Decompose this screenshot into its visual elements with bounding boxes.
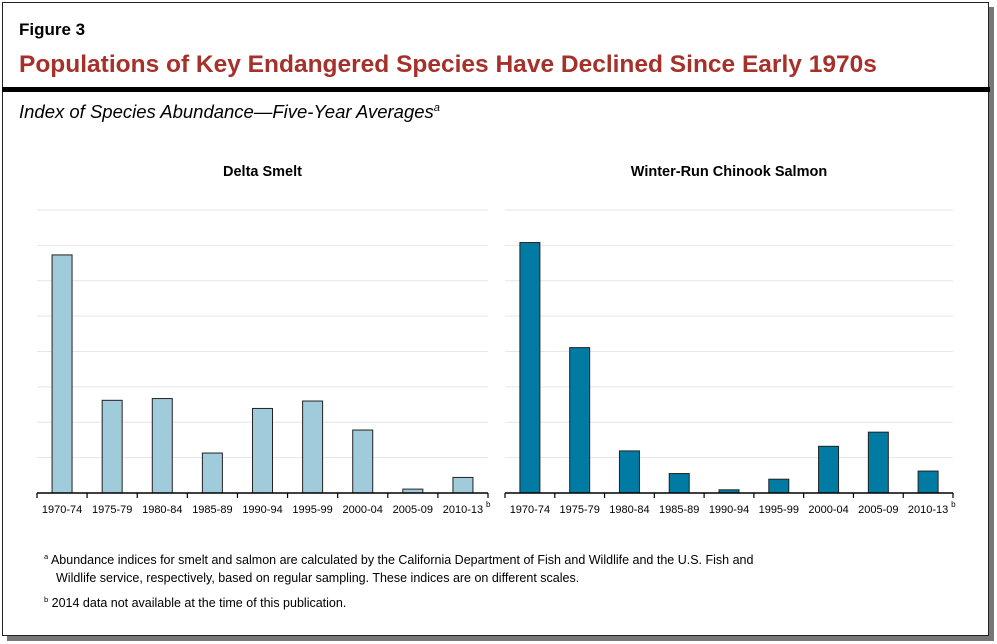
salmon-bar-1985-89: [668, 473, 690, 494]
smelt-x-tick-note: b: [486, 500, 491, 509]
smelt-bar-1975-79: [101, 399, 123, 494]
figure-frame: [2, 2, 989, 636]
salmon-bar-2000-04: [818, 445, 840, 494]
salmon-bar-1975-79: [569, 347, 591, 494]
smelt-x-tick-label: 1995-99: [292, 504, 332, 516]
salmon-bar-2005-09: [867, 431, 889, 494]
smelt-x-tick-label: 2010-13: [443, 504, 483, 516]
footnote-a-line1: Abundance indices for smelt and salmon a…: [50, 553, 754, 568]
smelt-bar-1995-99: [302, 400, 324, 494]
smelt-bar-1980-84: [151, 398, 173, 494]
smelt-bar-1990-94: [252, 407, 273, 494]
footnote-b-text: 2014 data not available at the time of t…: [51, 596, 347, 611]
salmon-x-tick-label: 1995-99: [759, 504, 799, 516]
smelt-bar-1985-89: [201, 452, 223, 494]
salmon-bar-1980-84: [618, 450, 640, 494]
figure-subtitle: Index of Species Abundance—Five-Year Ave…: [19, 101, 440, 123]
smelt-x-tick-label: 2005-09: [393, 504, 433, 516]
salmon-x-tick-note: b: [951, 500, 956, 509]
smelt-x-tick-label: 1975-79: [92, 504, 132, 516]
salmon-x-tick-label: 1970-74: [510, 504, 550, 516]
salmon-bar-1995-99: [768, 478, 790, 494]
smelt-x-tick-label: 1970-74: [42, 504, 82, 516]
footnote-b: b 2014 data not available at the time of…: [44, 591, 346, 612]
figure-label: Figure 3: [19, 20, 86, 39]
smelt-x-tick-label: 1990-94: [242, 504, 282, 516]
smelt-x-tick-label: 2000-04: [343, 504, 383, 516]
footnote-a: a Abundance indices for smelt and salmon…: [44, 548, 753, 587]
footnote-a-line2: Wildlife service, respectively, based on…: [56, 571, 580, 586]
smelt-x-tick-label: 1985-89: [192, 504, 232, 516]
salmon-chart-title: Winter-Run Chinook Salmon: [630, 164, 828, 180]
salmon-bar-1970-74: [519, 242, 541, 494]
footnote-a-mark: a: [44, 552, 49, 561]
footnote-b-mark: b: [44, 595, 49, 604]
smelt-x-tick-label: 1980-84: [142, 504, 182, 516]
salmon-x-tick-label: 1990-94: [709, 504, 749, 516]
smelt-bar-1970-74: [51, 254, 73, 494]
smelt-chart-title: Delta Smelt: [223, 164, 302, 180]
subtitle-footnote-mark: a: [433, 101, 440, 114]
figure-title: Populations of Key Endangered Species Ha…: [19, 51, 877, 78]
salmon-bar-2010-13: [917, 470, 939, 494]
smelt-bar-2010-13: [452, 476, 474, 494]
smelt-bar-2000-04: [352, 429, 374, 494]
salmon-x-tick-label: 2010-13: [908, 504, 948, 516]
salmon-x-tick-label: 2000-04: [808, 504, 848, 516]
salmon-x-tick-label: 1980-84: [609, 504, 649, 516]
salmon-x-tick-label: 1975-79: [559, 504, 599, 516]
salmon-x-tick-label: 2005-09: [858, 504, 898, 516]
title-divider: [2, 87, 990, 92]
salmon-x-tick-label: 1985-89: [659, 504, 699, 516]
subtitle-text: Index of Species Abundance—Five-Year Ave…: [19, 101, 434, 122]
